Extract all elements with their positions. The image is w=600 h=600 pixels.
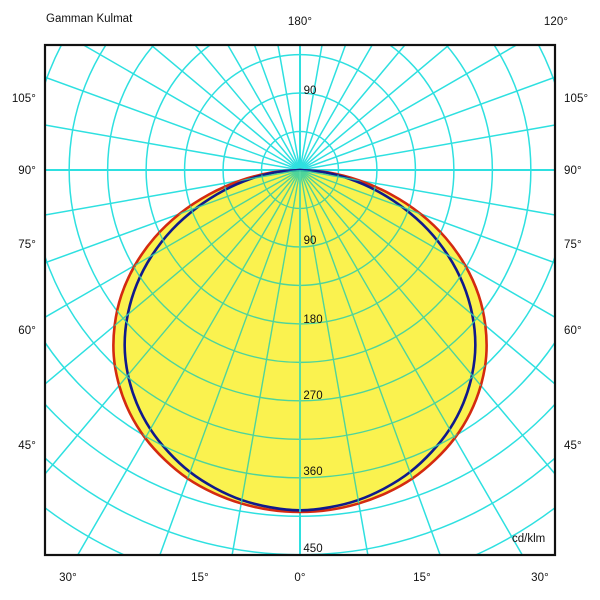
radial-tick-label-4: 360 <box>303 466 323 478</box>
grid-ray-inner <box>299 170 487 512</box>
grid-ray-inner <box>113 170 301 512</box>
grid-ray-inner <box>299 170 487 171</box>
grid-ray-inner <box>113 170 301 512</box>
page-title: Gamman Kulmat <box>46 13 133 25</box>
grid-ray <box>149 45 301 171</box>
grid-ray <box>299 169 555 216</box>
grid-ray <box>81 45 301 171</box>
angle-label-left-1: 90° <box>18 165 36 177</box>
grid-ray <box>299 45 519 171</box>
grid-ray-inner <box>299 170 487 352</box>
grid-ray <box>226 45 301 171</box>
unit-label: cd/klm <box>512 533 546 545</box>
grid-ray <box>45 76 301 171</box>
grid-ray-inner <box>118 170 301 512</box>
grid-ray <box>299 45 374 171</box>
radial-tick-label-0: 90 <box>303 85 317 97</box>
grid-ray-inner <box>299 170 393 512</box>
grid-ray <box>299 45 451 171</box>
grid-ray-inner <box>113 170 301 512</box>
grid-ray-inner <box>113 170 301 352</box>
angle-label-bottom-2: 0° <box>294 572 306 584</box>
grid-ray-inner <box>299 170 482 171</box>
angle-label-bottom-0: 30° <box>59 572 77 584</box>
angle-label-left-3: 60° <box>18 325 36 337</box>
grid-ray-inner <box>299 170 482 512</box>
grid-ray <box>299 45 347 171</box>
plot-frame <box>43 43 557 557</box>
grid-ray <box>277 45 301 171</box>
grid-ray-inner <box>299 170 487 512</box>
grid-ray <box>299 45 406 171</box>
angle-label-right-3: 60° <box>564 325 582 337</box>
radial-tick-label-1: 90 <box>303 235 317 247</box>
grid-ray <box>299 124 555 171</box>
grid-ray-inner <box>118 170 301 171</box>
radial-tick-label-5: 450 <box>303 543 323 555</box>
angle-label-right-1: 90° <box>564 165 582 177</box>
grid-ray-inner <box>299 170 487 512</box>
angle-label-top-1: 120° <box>543 16 569 28</box>
radial-tick-label-3: 270 <box>303 390 323 402</box>
grid-ray <box>299 76 555 171</box>
angle-label-left-0: 105° <box>11 93 36 105</box>
angle-label-right-2: 75° <box>564 239 582 251</box>
angle-label-top-0: 180° <box>287 16 313 28</box>
grid-ray-inner <box>113 170 301 436</box>
angle-label-left-2: 75° <box>18 239 36 251</box>
grid-ray <box>45 169 301 216</box>
angle-label-left-4: 45° <box>18 440 36 452</box>
angle-label-right-4: 45° <box>564 440 582 452</box>
grid-ray <box>45 124 301 171</box>
angle-label-right-0: 105° <box>564 93 589 105</box>
angle-label-bottom-4: 30° <box>531 572 549 584</box>
radial-tick-label-2: 180 <box>303 314 323 326</box>
grid-ray-inner <box>113 170 301 171</box>
grid-ray-inner <box>207 170 301 512</box>
angle-label-bottom-1: 15° <box>191 572 209 584</box>
grid-ray <box>194 45 301 171</box>
grid-ray-inner <box>299 170 487 436</box>
grid-ray <box>299 45 323 171</box>
angle-label-bottom-3: 15° <box>413 572 431 584</box>
grid-ray <box>253 45 301 171</box>
